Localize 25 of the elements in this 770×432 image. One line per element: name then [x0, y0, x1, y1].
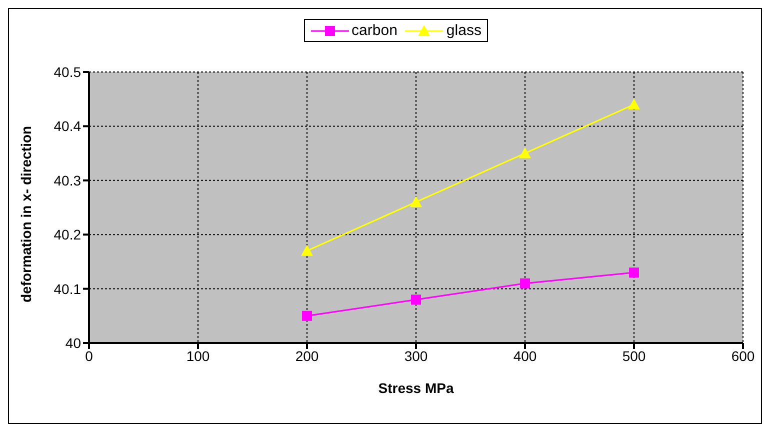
y-tick-label: 40.5 — [54, 64, 82, 80]
legend-label: glass — [445, 22, 482, 39]
point — [301, 244, 313, 256]
point — [519, 147, 531, 158]
y-tick-label: 40.1 — [54, 280, 82, 297]
y-axis-title: deformation in x- direction — [18, 126, 34, 302]
x-tick-label: 300 — [404, 348, 428, 364]
x-tick-label: 100 — [186, 348, 210, 364]
y-tick-label: 40.2 — [54, 226, 82, 243]
x-tick-label: 500 — [622, 348, 646, 364]
point — [302, 310, 312, 321]
point — [628, 98, 640, 110]
y-tick-label: 40.4 — [54, 118, 82, 134]
legend-label: carbon — [350, 22, 398, 39]
x-tick-label: 200 — [295, 348, 319, 364]
point — [410, 196, 422, 208]
x-tick-label: 400 — [513, 348, 537, 364]
y-tick-label: 40 — [65, 334, 82, 351]
y-tick-label: 40.3 — [54, 172, 82, 188]
x-tick-label: 600 — [731, 348, 755, 364]
point — [520, 278, 530, 288]
x-tick-label: 0 — [85, 348, 94, 364]
x-axis-title: Stress MPa — [378, 380, 454, 396]
point — [411, 294, 421, 305]
point — [629, 268, 639, 278]
